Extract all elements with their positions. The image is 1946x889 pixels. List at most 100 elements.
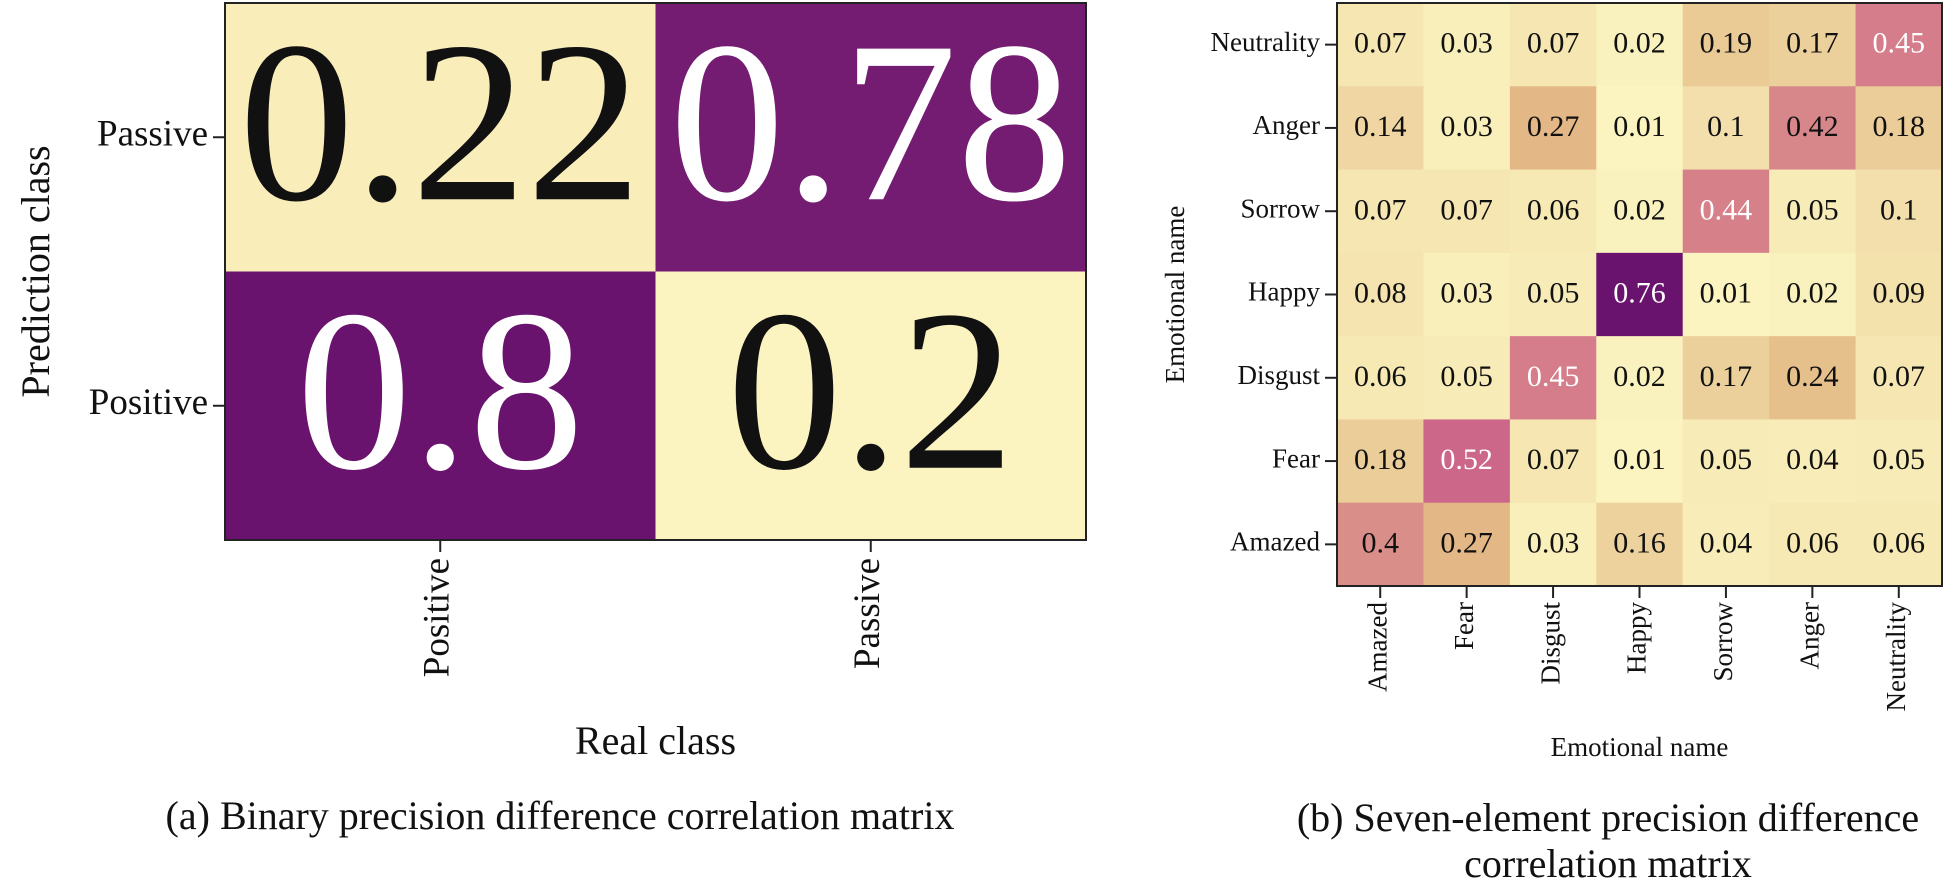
heatmap-cell (1855, 419, 1943, 504)
heatmap-cell (1855, 502, 1943, 587)
cell-label: 0.02 (1786, 277, 1839, 310)
cell-label: 0.17 (1786, 27, 1839, 60)
heatmap-cell (225, 271, 656, 541)
cell-label: 0.05 (1527, 277, 1580, 310)
cell-label: 0.27 (1527, 110, 1580, 143)
heatmap-cell (1855, 336, 1943, 420)
heatmap-cell (1509, 86, 1597, 171)
heatmap-cell (1769, 3, 1857, 87)
cell-label: 0.07 (1527, 443, 1580, 476)
cell-label: 0.17 (1700, 360, 1753, 393)
cell-label: 0.04 (1700, 526, 1753, 559)
x-tick-label: Passive (847, 558, 888, 669)
cell-label: 0.45 (1873, 27, 1926, 60)
y-tick-label: Disgust (1237, 360, 1320, 390)
heatmap-cell (1423, 419, 1511, 504)
cell-label: 0.18 (1354, 443, 1407, 476)
cell-label: 0.45 (1527, 360, 1580, 393)
cell-label: 0.03 (1527, 526, 1580, 559)
x-tick-label: Neutrality (1881, 602, 1911, 712)
heatmap-cell (1337, 252, 1424, 337)
cell-label: 0.24 (1786, 360, 1839, 393)
heatmap-cell (1337, 86, 1424, 171)
heatmap-cell (1682, 3, 1770, 87)
cell-label: 0.07 (1354, 27, 1407, 60)
heatmap-cell (1682, 419, 1770, 504)
caption: correlation matrix (1464, 841, 1752, 886)
x-tick-label: Happy (1622, 602, 1652, 674)
cell-label: 0.19 (1700, 27, 1753, 60)
cell-label: 0.76 (1613, 277, 1666, 310)
cell-label: 0.44 (1700, 193, 1753, 226)
cell-label: 0.07 (1440, 193, 1493, 226)
heatmap-cell (1596, 419, 1684, 504)
cell-label: 0.01 (1613, 443, 1666, 476)
cell-label: 0.05 (1440, 360, 1493, 393)
caption: (a) Binary precision difference correlat… (166, 793, 955, 838)
heatmap-cell (1596, 502, 1684, 587)
cell-label: 0.78 (670, 0, 1073, 249)
x-tick-label: Disgust (1535, 602, 1565, 685)
x-tick-label: Sorrow (1708, 602, 1738, 682)
heatmap-cell (1509, 252, 1597, 337)
cell-label: 0.14 (1354, 110, 1407, 143)
heatmap-cell (1509, 502, 1597, 587)
heatmap-cell (1509, 3, 1597, 87)
heatmap-cell (1682, 86, 1770, 171)
cell-label: 0.27 (1440, 526, 1493, 559)
heatmap-cell (1337, 169, 1424, 254)
y-tick-label: Amazed (1230, 527, 1320, 557)
caption: (b) Seven-element precision difference (1297, 795, 1919, 840)
heatmap-cell (1682, 252, 1770, 337)
heatmap-cell (1855, 252, 1943, 337)
heatmap-cell (1596, 169, 1684, 254)
cell-label: 0.03 (1440, 110, 1493, 143)
heatmap-cell (1596, 86, 1684, 171)
heatmap-cell (1423, 169, 1511, 254)
cell-label: 0.03 (1440, 277, 1493, 310)
heatmap-cell (1682, 169, 1770, 254)
heatmap-cell (1337, 502, 1424, 587)
cell-label: 0.05 (1873, 443, 1926, 476)
cell-label: 0.06 (1873, 526, 1926, 559)
x-axis-label: Emotional name (1551, 732, 1729, 762)
cell-label: 0.07 (1354, 193, 1407, 226)
cell-label: 0.07 (1873, 360, 1926, 393)
cell-label: 0.1 (1880, 193, 1918, 226)
cell-label: 0.06 (1354, 360, 1407, 393)
cell-label: 0.03 (1440, 27, 1493, 60)
x-tick-label: Anger (1795, 602, 1825, 669)
cell-label: 0.42 (1786, 110, 1839, 143)
heatmap-cell (1509, 419, 1597, 504)
cell-label: 0.52 (1440, 443, 1493, 476)
cell-label: 0.02 (1613, 27, 1666, 60)
heatmap-cell (1337, 419, 1424, 504)
heatmap-cell (1596, 3, 1684, 87)
heatmap-cell (1423, 336, 1511, 420)
heatmap-cell (1855, 169, 1943, 254)
x-axis-label: Real class (575, 718, 736, 763)
y-tick-label: Positive (89, 382, 208, 423)
heatmap-cell (1769, 86, 1857, 171)
y-tick-label: Anger (1253, 110, 1320, 140)
cell-label: 0.2 (727, 263, 1015, 518)
y-axis-label: Emotional name (1160, 206, 1190, 384)
heatmap-cell (1769, 336, 1857, 420)
cell-label: 0.06 (1786, 526, 1839, 559)
cell-label: 0.22 (239, 0, 642, 249)
heatmap-cell (1423, 252, 1511, 337)
heatmap-cell (1855, 86, 1943, 171)
heatmap-cell (1596, 336, 1684, 420)
cell-label: 0.8 (297, 263, 585, 518)
cell-label: 0.09 (1873, 277, 1926, 310)
cell-label: 0.04 (1786, 443, 1839, 476)
x-tick-label: Positive (417, 558, 458, 677)
y-tick-label: Fear (1272, 443, 1320, 473)
heatmap-cell (1337, 336, 1424, 420)
cell-label: 0.05 (1786, 193, 1839, 226)
plot-frame (224, 2, 1087, 541)
cell-label: 0.18 (1873, 110, 1926, 143)
cell-label: 0.05 (1700, 443, 1753, 476)
cell-label: 0.4 (1361, 526, 1399, 559)
